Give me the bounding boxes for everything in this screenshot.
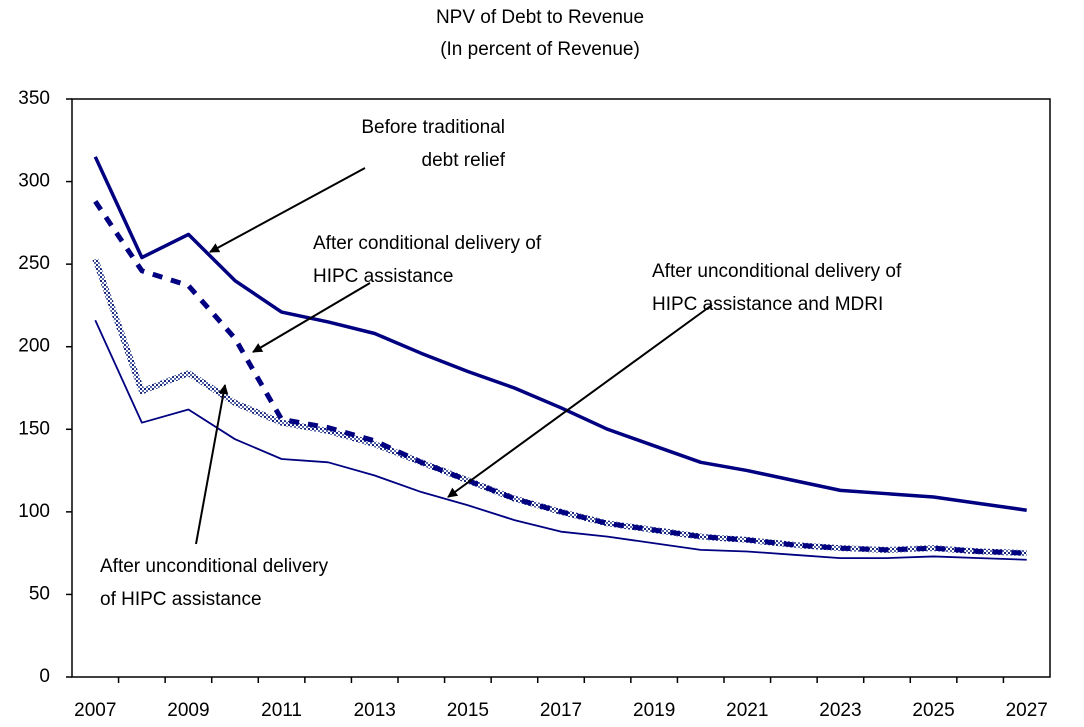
plot-frame <box>71 98 1051 678</box>
series-line <box>93 156 1027 512</box>
x-tick-label: 2007 <box>74 700 116 721</box>
x-tick-label: 2011 <box>261 700 302 721</box>
annotation: debt relief <box>422 150 506 171</box>
x-tick-label: 2025 <box>912 700 954 721</box>
x-tick-label: 2015 <box>447 700 489 721</box>
y-tick-label: 0 <box>39 666 50 687</box>
series-line <box>94 319 1027 561</box>
series-line <box>93 199 1027 556</box>
annotation: HIPC assistance and MDRI <box>652 294 883 315</box>
x-tick-label: 2019 <box>633 700 675 721</box>
annotation-arrow <box>447 304 713 498</box>
y-tick-label: 150 <box>18 418 50 439</box>
annotation: HIPC assistance <box>313 266 453 287</box>
annotation: After unconditional delivery of <box>652 261 902 282</box>
x-tick-label: 2017 <box>540 700 582 721</box>
annotation-arrow <box>195 384 229 545</box>
chart-subtitle: (In percent of Revenue) <box>440 39 640 60</box>
chart-title: NPV of Debt to Revenue <box>436 7 644 28</box>
x-tick-label: 2023 <box>819 700 861 721</box>
y-tick-label: 300 <box>18 171 50 192</box>
x-tick-label: 2013 <box>354 700 396 721</box>
annotation: After unconditional delivery <box>100 556 329 577</box>
y-tick-label: 250 <box>18 253 50 274</box>
annotation-arrow <box>252 282 371 353</box>
y-tick-label: 200 <box>18 336 50 357</box>
annotation: After conditional delivery of <box>313 233 542 254</box>
annotation: of HIPC assistance <box>100 589 262 610</box>
annotation-arrow <box>209 167 366 253</box>
annotation: Before traditional <box>361 117 505 138</box>
x-tick-label: 2021 <box>726 700 768 721</box>
x-tick-label: 2009 <box>167 700 209 721</box>
y-tick-label: 350 <box>18 88 50 109</box>
y-tick-label: 50 <box>29 583 50 604</box>
x-tick-label: 2027 <box>1006 700 1048 721</box>
y-tick-label: 100 <box>18 501 50 522</box>
